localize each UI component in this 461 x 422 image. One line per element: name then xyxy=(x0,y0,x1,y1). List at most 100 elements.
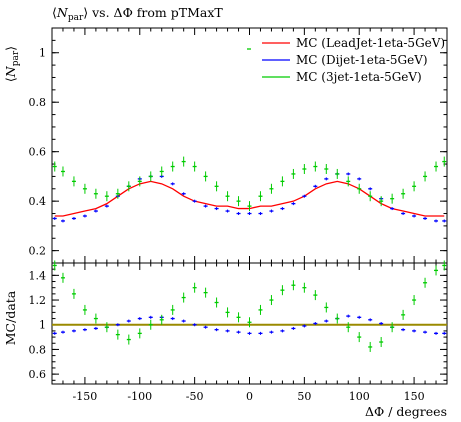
main-point-mc-3jet-1eta-5gev xyxy=(302,164,307,174)
main-ytick-label: 0.2 xyxy=(29,245,47,258)
main-point-mc-3jet-1eta-5gev xyxy=(247,201,252,212)
chart-title: ⟨Npar⟩ vs. ΔΦ from pTMaxT xyxy=(52,5,223,23)
main-point-mc-3jet-1eta-5gev xyxy=(412,181,417,192)
ratio-point-mc-3jet-1eta-5gev xyxy=(335,313,340,324)
ratio-point-mc-3jet-1eta-5gev xyxy=(192,282,197,293)
main-point-mc-3jet-1eta-5gev xyxy=(170,161,175,172)
ratio-point-mc-3jet-1eta-5gev xyxy=(52,260,57,271)
main-point-mc-3jet-1eta-5gev xyxy=(434,161,439,172)
ratio-point-mc-dijet-1eta-5gev xyxy=(203,325,208,329)
xtick-label: 0 xyxy=(246,390,253,403)
ratio-point-mc-dijet-1eta-5gev xyxy=(379,322,384,325)
ratio-point-mc-3jet-1eta-5gev xyxy=(71,288,76,299)
ratio-point-mc-3jet-1eta-5gev xyxy=(434,265,439,276)
main-point-mc-dijet-1eta-5gev xyxy=(247,212,252,216)
xtick-label: -150 xyxy=(73,390,98,403)
ratio-point-mc-dijet-1eta-5gev xyxy=(346,314,351,318)
legend: MC (LeadJet-1eta-5GeV) MC (Dijet-1eta-5Ge… xyxy=(247,36,445,84)
main-point-mc-dijet-1eta-5gev xyxy=(412,214,417,218)
main-point-mc-dijet-1eta-5gev xyxy=(71,216,76,220)
legend-entry: MC (3jet-1eta-5GeV) xyxy=(262,70,422,84)
main-point-mc-3jet-1eta-5gev xyxy=(192,161,197,172)
main-point-mc-dijet-1eta-5gev xyxy=(236,212,241,216)
xtick-label: -50 xyxy=(186,390,204,403)
ratio-point-mc-dijet-1eta-5gev xyxy=(60,330,65,334)
ratio-point-mc-3jet-1eta-5gev xyxy=(346,322,351,333)
main-point-mc-3jet-1eta-5gev xyxy=(291,168,296,179)
ratio-point-mc-dijet-1eta-5gev xyxy=(93,326,98,330)
main-point-mc-3jet-1eta-5gev xyxy=(82,183,87,194)
ratio-point-mc-3jet-1eta-5gev xyxy=(93,313,98,324)
main-point-mc-3jet-1eta-5gev xyxy=(225,191,230,202)
main-point-mc-3jet-1eta-5gev xyxy=(313,161,318,172)
ratio-point-mc-3jet-1eta-5gev xyxy=(423,277,428,288)
ratio-point-mc-3jet-1eta-5gev xyxy=(203,287,208,298)
main-point-mc-3jet-1eta-5gev xyxy=(126,181,131,192)
ratio-point-mc-dijet-1eta-5gev xyxy=(423,330,428,334)
main-point-mc-dijet-1eta-5gev xyxy=(52,216,57,220)
main-point-mc-3jet-1eta-5gev xyxy=(423,171,428,182)
main-point-mc-dijet-1eta-5gev xyxy=(368,187,373,191)
ratio-point-mc-dijet-1eta-5gev xyxy=(82,328,87,332)
main-point-mc-dijet-1eta-5gev xyxy=(434,219,439,223)
ratio-point-mc-dijet-1eta-5gev xyxy=(324,319,329,323)
main-plot-panel: 0.2 0.4 0.6 0.8 1 xyxy=(29,27,448,264)
ratio-point-mc-3jet-1eta-5gev xyxy=(247,317,252,328)
ratio-point-mc-3jet-1eta-5gev xyxy=(214,297,219,308)
main-point-mc-3jet-1eta-5gev xyxy=(71,176,76,187)
ratio-point-mc-dijet-1eta-5gev xyxy=(115,323,120,327)
ratio-point-mc-3jet-1eta-5gev xyxy=(104,322,109,333)
main-point-mc-dijet-1eta-5gev xyxy=(93,209,98,213)
ratio-point-mc-dijet-1eta-5gev xyxy=(434,331,439,335)
main-point-mc-3jet-1eta-5gev xyxy=(258,191,263,202)
ratio-point-mc-dijet-1eta-5gev xyxy=(181,319,186,323)
ratio-y-axis-label: MC/data xyxy=(3,290,18,345)
legend-entry: MC (LeadJet-1eta-5GeV) xyxy=(262,36,445,50)
ratio-point-mc-dijet-1eta-5gev xyxy=(291,326,296,330)
ratio-point-mc-3jet-1eta-5gev xyxy=(82,304,87,315)
main-point-mc-3jet-1eta-5gev xyxy=(52,161,57,172)
main-point-mc-3jet-1eta-5gev xyxy=(280,176,285,187)
legend-label: MC (LeadJet-1eta-5GeV) xyxy=(296,36,445,50)
main-point-mc-3jet-1eta-5gev xyxy=(137,176,142,187)
main-point-mc-3jet-1eta-5gev xyxy=(324,164,329,174)
ratio-point-mc-3jet-1eta-5gev xyxy=(170,304,175,315)
ratio-point-mc-3jet-1eta-5gev xyxy=(137,328,142,339)
main-point-mc-dijet-1eta-5gev xyxy=(214,207,219,211)
ratio-point-mc-dijet-1eta-5gev xyxy=(401,328,406,332)
xtick-label: 50 xyxy=(297,390,311,403)
xtick-label: 150 xyxy=(404,390,425,403)
ratio-point-mc-dijet-1eta-5gev xyxy=(170,317,175,321)
xtick-label: 100 xyxy=(349,390,370,403)
legend-entry: MC (Dijet-1eta-5GeV) xyxy=(262,53,428,67)
ratio-point-mc-3jet-1eta-5gev xyxy=(159,314,164,325)
main-point-mc-dijet-1eta-5gev xyxy=(324,177,329,181)
main-point-mc-3jet-1eta-5gev xyxy=(442,156,447,167)
main-point-mc-3jet-1eta-5gev xyxy=(159,166,164,177)
main-point-mc-3jet-1eta-5gev xyxy=(148,171,153,182)
ratio-point-mc-dijet-1eta-5gev xyxy=(247,331,252,335)
main-point-mc-3jet-1eta-5gev xyxy=(181,156,186,167)
main-point-mc-3jet-1eta-5gev xyxy=(203,171,208,182)
main-point-mc-dijet-1eta-5gev xyxy=(390,207,395,211)
ratio-point-mc-3jet-1eta-5gev xyxy=(225,307,230,318)
ratio-point-mc-dijet-1eta-5gev xyxy=(302,324,307,328)
main-point-mc-dijet-1eta-5gev xyxy=(60,219,65,223)
ratio-point-mc-3jet-1eta-5gev xyxy=(379,337,384,348)
ratio-point-mc-dijet-1eta-5gev xyxy=(52,331,57,335)
main-point-mc-dijet-1eta-5gev xyxy=(225,209,230,213)
ratio-point-mc-dijet-1eta-5gev xyxy=(269,330,274,334)
ratio-point-mc-3jet-1eta-5gev xyxy=(401,309,406,320)
ratio-point-mc-dijet-1eta-5gev xyxy=(313,322,318,325)
ratio-point-mc-3jet-1eta-5gev xyxy=(368,341,373,352)
ratio-ytick-label: 0.8 xyxy=(29,343,47,356)
ratio-point-mc-dijet-1eta-5gev xyxy=(126,319,131,323)
ratio-point-mc-dijet-1eta-5gev xyxy=(258,331,263,335)
ratio-point-mc-3jet-1eta-5gev xyxy=(126,334,131,345)
main-point-mc-3jet-1eta-5gev xyxy=(93,188,98,199)
ratio-point-mc-3jet-1eta-5gev xyxy=(181,292,186,303)
main-point-mc-dijet-1eta-5gev xyxy=(82,214,87,218)
main-point-mc-3jet-1eta-5gev xyxy=(60,166,65,177)
main-point-mc-3jet-1eta-5gev xyxy=(390,193,395,204)
